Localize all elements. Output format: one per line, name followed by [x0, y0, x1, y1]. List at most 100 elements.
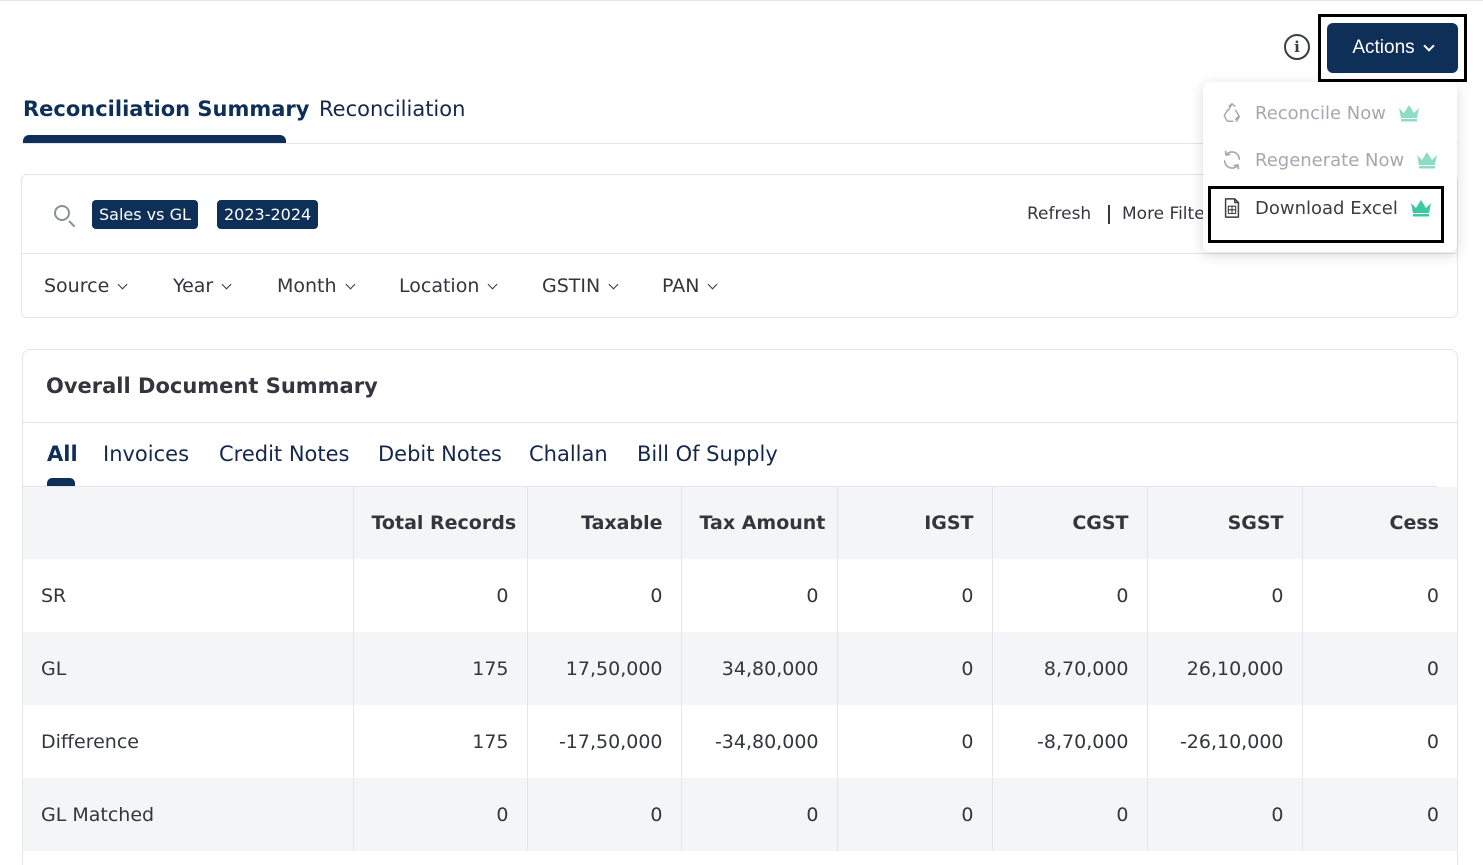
table-cell: 0 [1302, 778, 1457, 851]
menu-item-label: Download Excel [1255, 197, 1398, 219]
column-header: Taxable [527, 487, 682, 559]
table-cell: 17,50,000 [527, 632, 682, 705]
column-header: Total Records [353, 487, 528, 559]
table-cell: 0 [1426, 584, 1439, 607]
column-header: Tax Amount [681, 487, 838, 559]
table-cell: 0 [837, 705, 993, 778]
subtab-bill-of-supply[interactable]: Bill Of Supply [637, 442, 778, 466]
table-cell: GL [23, 632, 354, 705]
menu-item-reconcile-now[interactable]: Reconcile Now [1220, 101, 1421, 125]
month-dropdown[interactable]: Month [277, 275, 356, 297]
divider [1108, 205, 1110, 224]
table-cell: -17,50,000 [527, 705, 682, 778]
column-header: Cess [1302, 487, 1457, 559]
tab-reconciliation-summary[interactable]: Reconciliation Summary [23, 97, 310, 121]
menu-item-regenerate-now[interactable]: Regenerate Now [1220, 148, 1439, 172]
recycle-icon [1220, 101, 1244, 125]
menu-item-label: Reconcile Now [1255, 102, 1386, 124]
chevron-down-icon [708, 279, 718, 289]
search-icon[interactable] [54, 205, 70, 221]
table-header-row: Total Records Taxable Tax Amount IGST CG… [23, 487, 1457, 559]
table-cell: 0 [353, 559, 528, 632]
dropdown-label: Location [399, 275, 480, 297]
table-cell: 0 [1302, 632, 1457, 705]
table-cell: 0 [1426, 730, 1439, 753]
chevron-down-icon [608, 279, 619, 289]
chevron-down-icon [221, 279, 232, 289]
tab-reconciliation[interactable]: Reconciliation [319, 97, 466, 121]
divider [23, 422, 1457, 423]
refresh-icon [1220, 148, 1244, 172]
chevron-down-icon [117, 279, 128, 289]
subtab-debit-notes[interactable]: Debit Notes [378, 442, 502, 466]
active-tab-indicator [23, 135, 286, 143]
table-cell: 0 [527, 559, 682, 632]
table-cell: 0 [1147, 778, 1303, 851]
summary-title: Overall Document Summary [46, 374, 378, 398]
table-cell: -8,70,000 [992, 705, 1148, 778]
table-cell: SR [23, 559, 354, 632]
table-cell: 0 [527, 778, 682, 851]
table-cell: 0 [1147, 559, 1303, 632]
chevron-down-icon [487, 279, 498, 289]
refresh-link[interactable]: Refresh [1027, 204, 1092, 224]
column-header: CGST [992, 487, 1148, 559]
table-row: GL 175 17,50,000 34,80,000 0 8,70,000 26… [23, 632, 1457, 705]
table-cell: 0 [837, 632, 993, 705]
filter-chip-year[interactable]: 2023-2024 [217, 200, 319, 229]
actions-button[interactable]: Actions [1327, 23, 1458, 73]
filter-search-bar: Sales vs GL 2023-2024 Refresh More Filte… [22, 175, 1457, 254]
dropdown-label: Year [173, 275, 214, 297]
table-cell: 8,70,000 [992, 632, 1148, 705]
table-cell: 175 [353, 705, 528, 778]
chevron-down-icon [345, 279, 356, 289]
source-dropdown[interactable]: Source [44, 275, 128, 297]
column-header: SGST [1147, 487, 1303, 559]
actions-button-label: Actions [1352, 37, 1415, 58]
table-cell: 0 [681, 778, 838, 851]
table-row: Difference 175 -17,50,000 -34,80,000 0 -… [23, 705, 1457, 778]
divider [23, 486, 1437, 487]
table-row: SR 0 0 0 0 0 0 0 [23, 559, 1457, 632]
download-excel-highlight-box [1208, 186, 1444, 243]
table-cell: -34,80,000 [681, 705, 838, 778]
gstin-dropdown[interactable]: GSTIN [542, 275, 619, 297]
dropdown-label: Month [277, 275, 337, 297]
excel-file-icon [1220, 196, 1244, 220]
crown-icon [1409, 198, 1433, 218]
crown-icon [1415, 150, 1439, 170]
table-cell: 26,10,000 [1147, 632, 1303, 705]
crown-icon [1397, 103, 1421, 123]
subtab-challan[interactable]: Challan [529, 442, 608, 466]
column-header [23, 487, 354, 559]
filter-dropdowns: Source Year Month Location GSTIN PAN [22, 254, 1457, 318]
table-cell: 175 [353, 632, 528, 705]
subtab-credit-notes[interactable]: Credit Notes [219, 442, 350, 466]
more-filters-link[interactable]: More Filters [1122, 204, 1210, 224]
column-header: IGST [837, 487, 993, 559]
dropdown-label: Source [44, 275, 110, 297]
active-subtab-indicator [47, 478, 75, 486]
actions-highlight-box [1318, 14, 1467, 82]
year-dropdown[interactable]: Year [173, 275, 232, 297]
table-cell: 0 [353, 778, 528, 851]
location-dropdown[interactable]: Location [399, 275, 498, 297]
table-cell: GL Matched [23, 778, 354, 851]
filter-chip-comparison[interactable]: Sales vs GL [92, 200, 198, 229]
table-cell: 0 [992, 559, 1148, 632]
menu-item-download-excel[interactable]: Download Excel [1220, 196, 1433, 220]
table-cell: 0 [681, 559, 838, 632]
main-tabs: Reconciliation Summary Reconciliation [22, 91, 1458, 144]
chevron-down-icon [1422, 39, 1435, 52]
pan-dropdown[interactable]: PAN [662, 275, 718, 297]
table-cell: -26,10,000 [1147, 705, 1303, 778]
menu-item-label: Regenerate Now [1255, 149, 1405, 171]
table-row: GL Matched 0 0 0 0 0 0 0 [23, 778, 1457, 851]
document-summary-card: Overall Document Summary All Invoices Cr… [22, 349, 1458, 865]
subtab-all[interactable]: All [47, 442, 78, 466]
table-cell: 0 [992, 778, 1148, 851]
dropdown-label: PAN [662, 275, 700, 297]
summary-table: Total Records Taxable Tax Amount IGST CG… [23, 487, 1457, 851]
subtab-invoices[interactable]: Invoices [103, 442, 190, 466]
info-icon[interactable]: i [1284, 34, 1310, 60]
